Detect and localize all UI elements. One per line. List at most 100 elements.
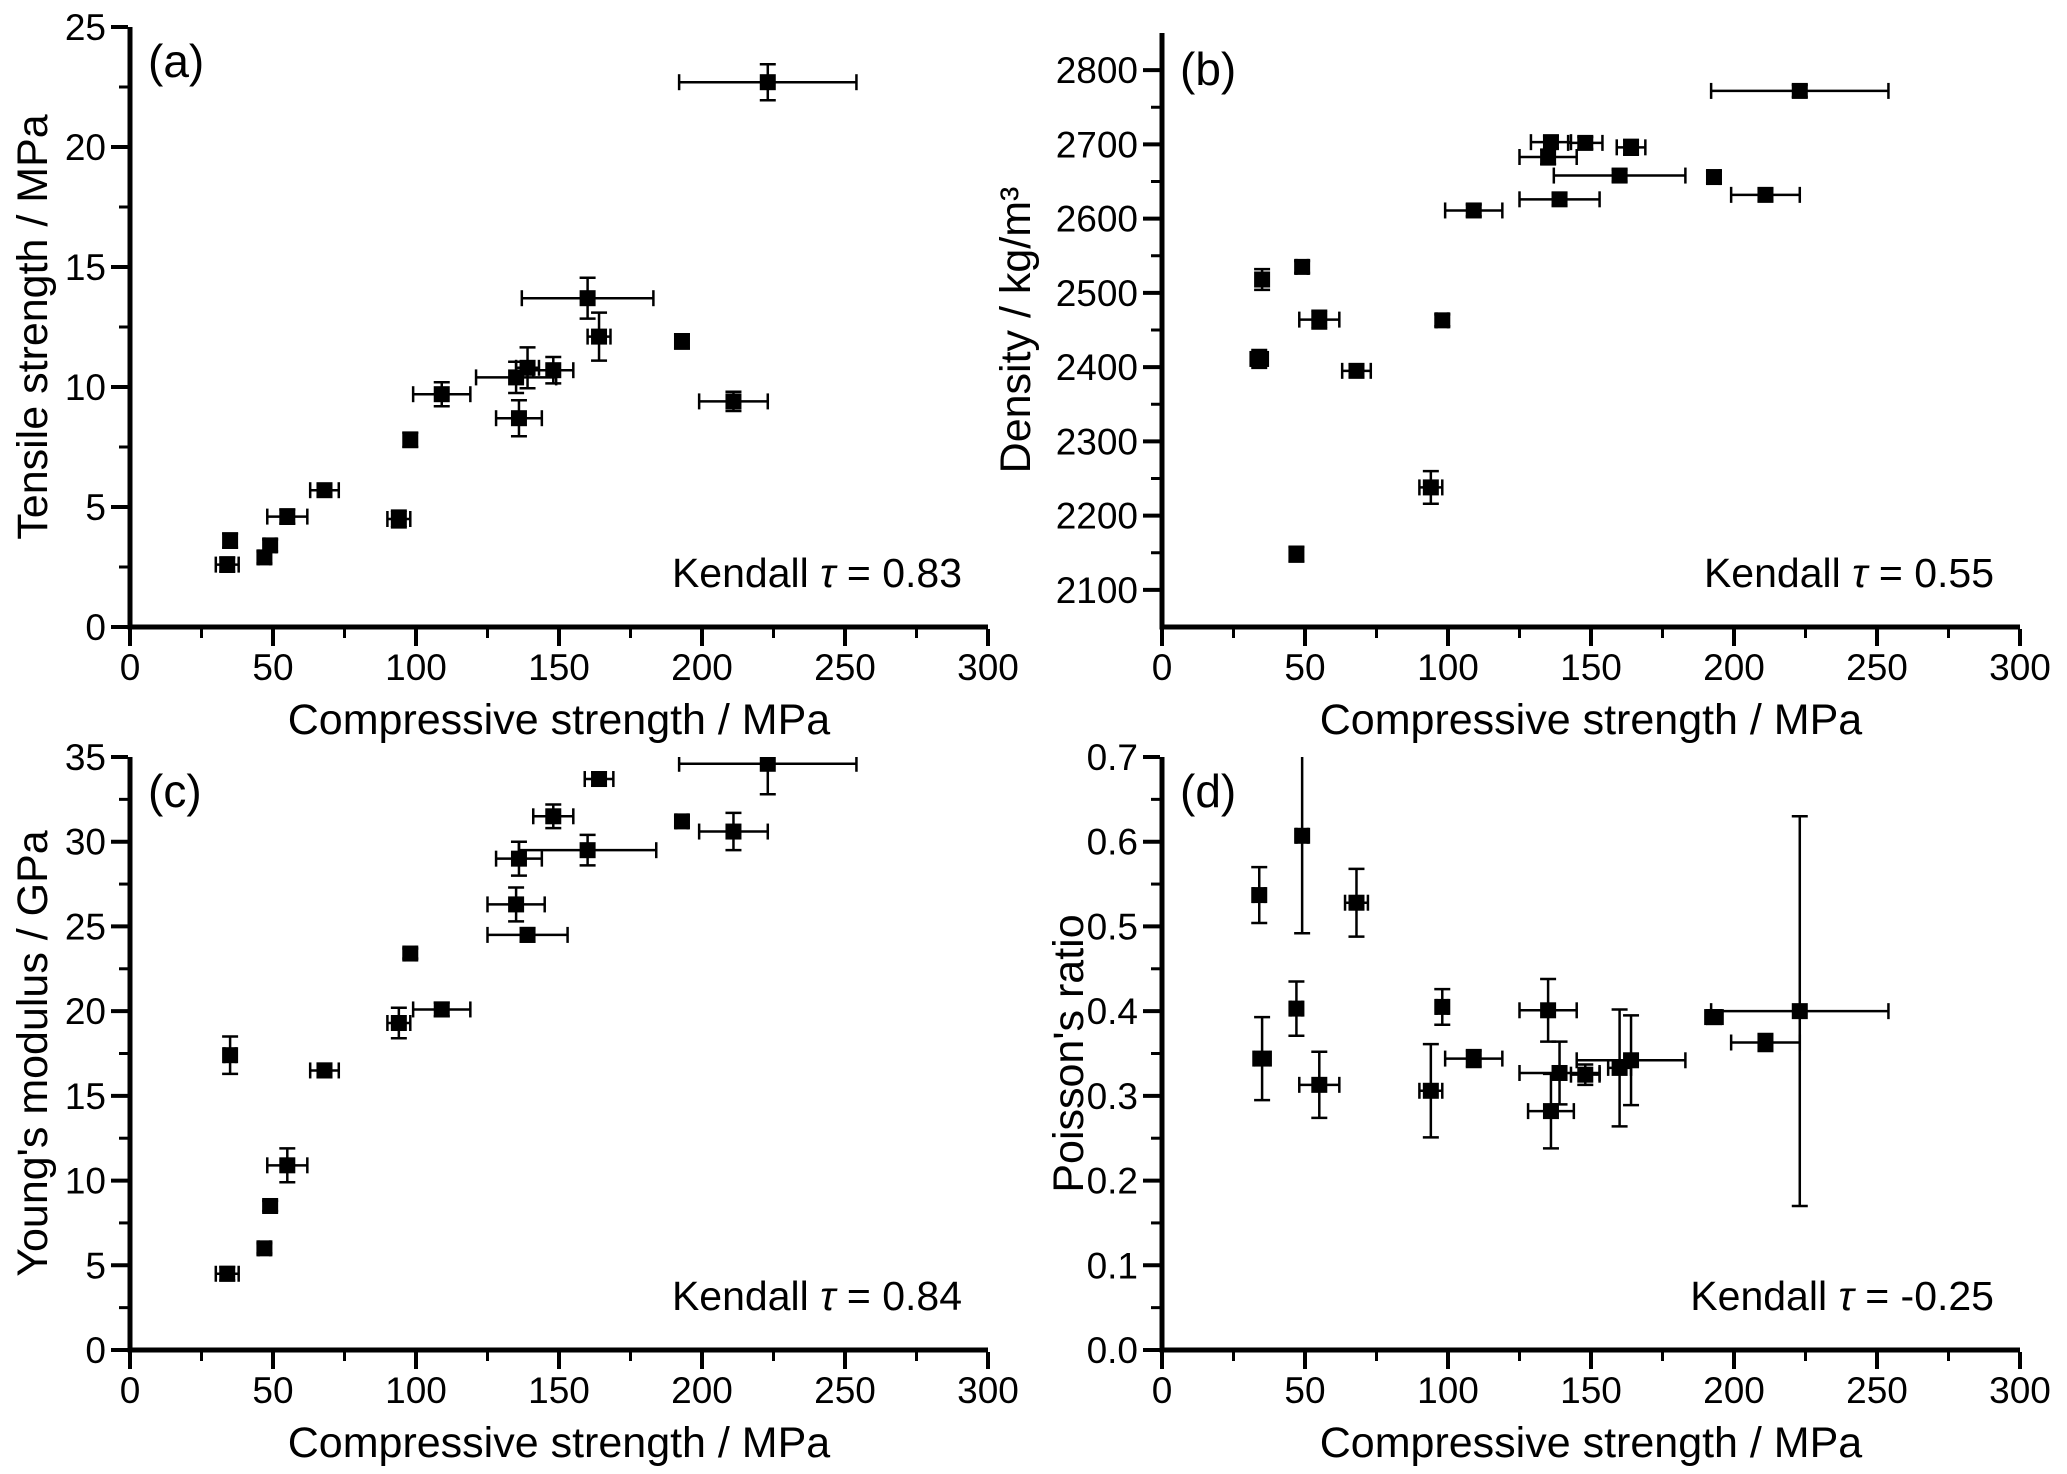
panel-b: 0 50 100 150 200 250 300 2100 2200 2300 2400 2500 26… [992,33,2051,744]
data-point [586,311,612,362]
scatter-marker [390,511,407,527]
panel-c: 0 50 100 150 200 250 300 0 5 10 15 20 25 30 35 Compress… [9,737,1019,1467]
scatter-marker [316,482,333,499]
data-point [677,757,858,796]
scatter-marker [1577,1066,1594,1083]
data-point [514,346,541,390]
y-tick-label: 20 [65,991,106,1032]
scatter-marker [508,896,525,913]
y-axis-label: Young's modulus / GPa [9,830,57,1277]
x-tick-label: 250 [814,1370,876,1411]
scatter-marker [1757,186,1774,203]
x-tick-label: 250 [1846,1370,1908,1411]
data-point [673,813,690,830]
scatter-marker [519,926,536,943]
x-axis-label: Compressive strength / MPa [1320,1419,1863,1467]
x-tick-label: 100 [385,1370,447,1411]
scatter-marker [279,1157,296,1174]
x-tick-label: 200 [671,647,733,688]
panel-d: 0 50 100 150 200 250 300 0.0 0.1 0.2 0.3 0.4 0.5 0.6 0… [1045,737,2051,1467]
y-tick-label: 0.3 [1087,1076,1138,1117]
y-tick-label: 35 [65,737,106,778]
scatter-marker [1434,312,1451,329]
scatter-marker [1757,1034,1774,1051]
x-tick-label: 200 [671,1370,733,1411]
scatter-marker [256,1240,273,1257]
x-tick-label: 300 [957,1370,1019,1411]
data-point [1575,1014,1687,1107]
kendall-annotation: Kendall τ = 0.55 [1704,550,1994,596]
scatter-marker [1577,134,1594,151]
x-tick-label: 0 [120,1370,141,1411]
scatter-marker [579,842,596,859]
scatter-marker [433,386,450,403]
data-point [1729,1032,1802,1053]
data-point [1566,134,1604,151]
scatter-marker [1465,202,1482,219]
y-tick-label: 0.7 [1087,737,1138,778]
data-point [1709,815,1890,1208]
data-point [1254,267,1271,292]
scatter-marker [591,328,608,345]
y-tick-label: 2600 [1056,199,1138,240]
x-tick-label: 100 [385,647,447,688]
y-tick-label: 2400 [1056,347,1138,388]
scatter-marker [1791,1003,1808,1020]
data-point [1418,469,1444,505]
data-point [1729,186,1802,203]
y-tick-label: 25 [65,7,106,48]
y-tick-label: 0.4 [1087,991,1138,1032]
y-tick-label: 2100 [1056,570,1138,611]
scatter-marker [510,410,527,427]
scatter-marker [673,333,690,350]
data-point [386,1006,412,1040]
data-point [677,62,858,102]
data-point [1529,134,1573,151]
x-tick-label: 50 [252,647,293,688]
data-point [1288,545,1305,563]
x-axis-label: Compressive strength / MPa [288,1419,831,1467]
scatter-marker [591,771,608,788]
data-point [520,276,655,320]
scatter-marker [545,362,562,379]
data-point [697,811,770,852]
y-tick-label: 2500 [1056,273,1138,314]
scatter-marker [510,850,527,867]
data-point [517,833,658,867]
y-axis-label: Tensile strength / MPa [9,114,57,540]
data-point [532,803,575,830]
data-point [1418,1042,1444,1139]
x-tick-label: 250 [1846,647,1908,688]
scatter-marker [519,359,536,376]
scatter-marker [1551,1064,1568,1081]
scatter-marker [402,431,419,448]
data-point [486,886,546,923]
scatter-marker [1294,827,1311,844]
kendall-annotation: Kendall τ = 0.84 [672,1273,962,1319]
y-tick-label: 0.1 [1087,1245,1138,1286]
x-tick-label: 200 [1703,1370,1765,1411]
scatter-marker [222,532,239,549]
panel-letter: (a) [148,35,204,87]
scatter-marker [390,1015,407,1032]
data-point [214,1265,240,1282]
data-point [1343,867,1370,938]
scatter-marker [1294,258,1311,275]
scatter-marker [1540,1002,1557,1019]
data-point [1705,169,1722,186]
data-points [214,757,858,1282]
data-point [214,556,240,574]
scatter-marker [1422,1082,1439,1099]
data-point [673,332,690,350]
scatter-marker [1254,271,1271,288]
data-point [402,945,419,962]
data-point [1526,1072,1576,1150]
data-point [1434,987,1451,1026]
data-point [1294,757,1311,935]
y-tick-label: 0 [85,607,106,648]
data-point [1294,258,1311,275]
scatter-marker [316,1062,333,1079]
x-tick-label: 0 [1152,1370,1173,1411]
data-point [1434,312,1451,329]
